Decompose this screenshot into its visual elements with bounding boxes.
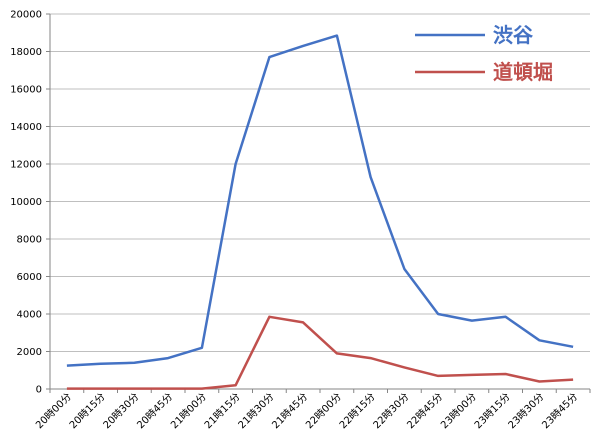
x-tick-label: 20時15分 <box>67 391 108 432</box>
x-tick-label: 23時30分 <box>506 391 547 432</box>
series-line-1 <box>66 315 574 390</box>
legend-label: 道頓堀 <box>493 60 553 84</box>
series-lines <box>66 34 574 390</box>
x-tick-labels: 20時00分20時15分20時30分20時45分21時00分21時15分21時3… <box>33 391 580 432</box>
x-tick-label: 23時00分 <box>438 391 479 432</box>
x-tick-label: 22時00分 <box>303 391 344 432</box>
y-tick-label: 2000 <box>17 347 42 358</box>
y-tick-label: 18000 <box>10 47 42 58</box>
x-tick-label: 20時45分 <box>135 391 176 432</box>
x-tick-label: 22時45分 <box>405 391 446 432</box>
x-tick-label: 22時30分 <box>371 391 412 432</box>
x-tick-label: 23時45分 <box>540 391 581 432</box>
y-tick-label: 10000 <box>10 197 42 208</box>
axes <box>46 13 591 393</box>
y-tick-label: 4000 <box>17 310 42 321</box>
y-tick-labels: 0 2000 4000 6000 8000 10000 12000 14000 16000 180… <box>10 10 42 396</box>
y-tick-label: 20000 <box>10 10 42 21</box>
x-tick-label: 20時00分 <box>33 391 74 432</box>
y-tick-label: 6000 <box>17 272 42 283</box>
y-tick-label: 16000 <box>10 85 42 96</box>
x-tick-label: 22時15分 <box>337 391 378 432</box>
x-tick-label: 20時30分 <box>101 391 142 432</box>
y-tick-label: 14000 <box>10 122 42 133</box>
gridlines <box>50 13 590 352</box>
x-tick-label: 21時00分 <box>168 391 209 432</box>
x-tick-label: 21時15分 <box>202 391 243 432</box>
y-tick-label: 0 <box>36 385 42 396</box>
x-tick-label: 21時45分 <box>270 391 311 432</box>
series-line-0 <box>66 34 574 367</box>
x-tick-label: 21時30分 <box>236 391 277 432</box>
x-tick-label: 23時15分 <box>472 391 513 432</box>
y-tick-label: 8000 <box>17 235 42 246</box>
legend-label: 渋谷 <box>493 23 534 47</box>
y-tick-label: 12000 <box>10 160 42 171</box>
